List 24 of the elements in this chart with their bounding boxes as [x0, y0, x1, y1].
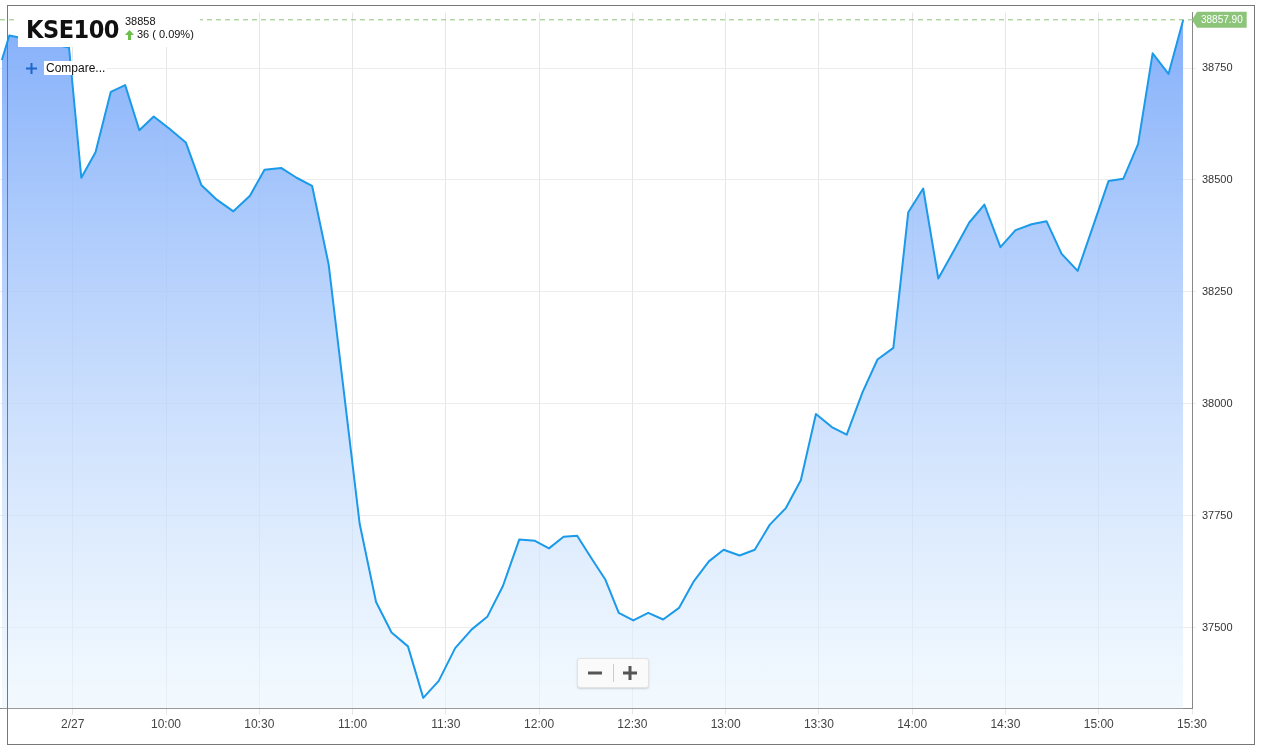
x-tick-label: 13:30 [803, 717, 835, 732]
x-tick-label: 10:30 [244, 717, 275, 732]
x-tick-label: 14:30 [990, 717, 1021, 732]
y-tick-label: 37750 [1202, 508, 1233, 521]
x-tick-label: 15:00 [1083, 717, 1115, 732]
x-tick-label: 2/27 [61, 717, 85, 732]
chart-title: KSE100 [26, 15, 119, 45]
x-tick-label: 11:30 [431, 717, 461, 732]
y-tick-label: 38000 [1202, 396, 1233, 409]
x-tick-label: 12:00 [524, 717, 555, 732]
y-tick-label: 38750 [1202, 61, 1233, 74]
y-tick-label: 38250 [1202, 284, 1233, 297]
x-tick-label: 13:00 [710, 717, 741, 732]
y-tick-label: 37500 [1202, 620, 1233, 633]
ref-line-label: 38857.90 [1201, 13, 1244, 25]
x-tick-label: 15:30 [1176, 717, 1208, 732]
y-tick-label: 38500 [1202, 173, 1233, 186]
x-tick-label: 14:00 [897, 717, 928, 732]
annotation: Compare... [44, 61, 108, 75]
x-tick-label: 10:00 [151, 717, 182, 732]
annotation: 36 ( 0.09%) [136, 28, 194, 41]
annotation: 38858 [124, 15, 157, 28]
x-tick-label: 12:30 [617, 717, 648, 732]
x-tick-label: 11:00 [337, 717, 368, 732]
